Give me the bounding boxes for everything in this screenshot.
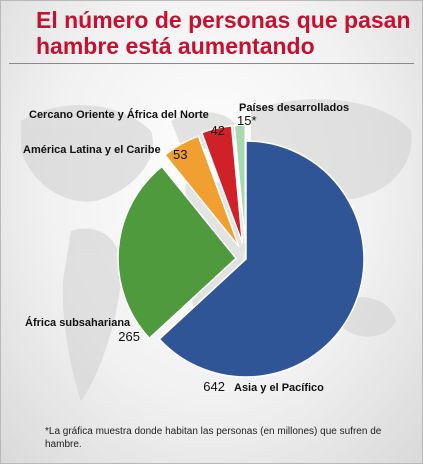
slice-value-5: 15* (237, 113, 257, 128)
pie-slice-3 (163, 135, 240, 248)
slice-label-5: Países desarrollados (239, 102, 349, 114)
slice-label-2: África subsahariana (25, 316, 131, 329)
slice-value-3: 53 (173, 147, 187, 162)
footnote: *La gráfica muestra donde habitan las pe… (45, 426, 382, 450)
chart-title: El número de personas que pasan hambre e… (36, 7, 411, 59)
pie-slice-2 (117, 165, 238, 340)
slice-value-2: 265 (118, 329, 140, 344)
slice-value-1: 642 (203, 379, 225, 394)
pie-slices (117, 124, 365, 378)
pie-slice-1 (158, 140, 365, 378)
slice-label-4: Cercano Oriente y África del Norte (29, 108, 209, 121)
slice-label-3: América Latina y el Caribe (23, 144, 161, 156)
pie-slice-5 (233, 124, 247, 244)
title-divider (9, 63, 414, 64)
slice-value-4: 42 (211, 123, 225, 138)
slice-label-1: Asia y el Pacífico (234, 382, 324, 394)
pie-slice-4 (200, 125, 244, 244)
